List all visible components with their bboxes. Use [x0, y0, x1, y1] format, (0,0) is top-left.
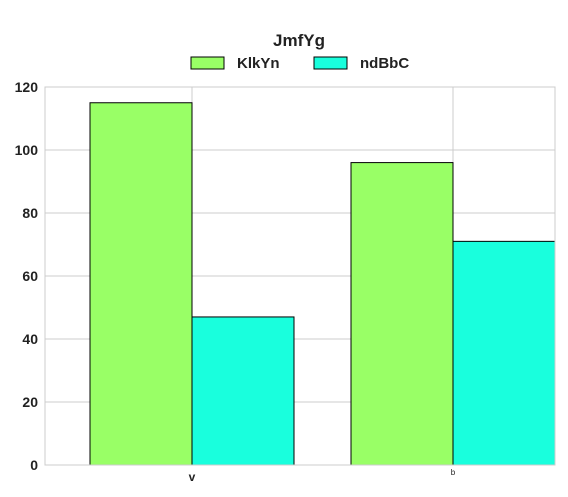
plot-frame	[44, 86, 556, 466]
y-tick-label: 120	[15, 79, 39, 95]
y-tick-label: 0	[30, 457, 38, 473]
y-tick-label: 100	[15, 142, 39, 158]
bar-ndBbC-v	[191, 316, 295, 466]
legend-label: KlkYn	[237, 55, 280, 72]
legend-swatch	[190, 56, 225, 70]
x-tick-label: b	[451, 468, 456, 477]
legend-swatch	[313, 56, 348, 70]
bar-KlkYn-v	[89, 102, 193, 466]
y-tick-label: 20	[22, 394, 38, 410]
legend-label: ndBbC	[360, 55, 409, 72]
y-tick-label: 80	[22, 205, 38, 221]
x-tick-label: v	[189, 470, 196, 484]
y-tick-label: 40	[22, 331, 38, 347]
y-tick-label: 60	[22, 268, 38, 284]
chart-title: JmfYg	[273, 31, 325, 50]
bar-ndBbC-b	[452, 240, 556, 466]
legend: KlkYn ndBbC	[190, 55, 409, 72]
bars	[89, 102, 556, 466]
y-axis: 0 20 40 60 80 100 120	[15, 79, 39, 473]
bar-KlkYn-b	[350, 162, 454, 466]
